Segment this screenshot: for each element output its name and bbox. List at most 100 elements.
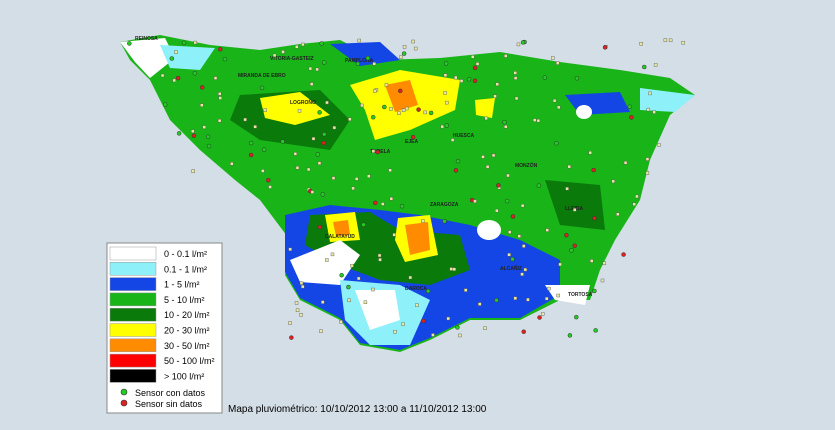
sensor [442,219,447,224]
sensor [668,38,673,43]
sensor [365,55,371,61]
sensor [567,164,571,169]
sensor [504,54,508,58]
sensor [288,247,292,252]
sensor [360,103,364,108]
sensor [567,333,573,338]
sensor [591,167,596,173]
place-label: ALCAÑIZ [500,265,522,272]
sensor [371,149,376,153]
sensor [263,108,267,112]
sensor [428,110,434,116]
legend-sensor-icon [120,388,128,396]
sensor [627,104,633,109]
sensor [653,63,658,67]
sensor [370,114,376,120]
sensor [648,91,652,96]
sensor [413,46,418,51]
sensor [541,312,545,316]
sensor [217,118,222,123]
sensor [495,208,499,213]
sensor [646,107,651,112]
place-label: VITORIA-GASTEIZ [270,56,314,62]
sensor [415,303,419,307]
legend-swatch [109,246,157,261]
sensor [508,230,512,234]
sensor [402,45,407,49]
sensor [552,98,557,103]
sensor [266,177,271,183]
sensor [200,103,204,107]
sensor [440,124,444,129]
sensor [473,199,477,204]
place-label: HUESCA [453,133,475,139]
legend-label: 10 - 20 l/m² [164,310,210,320]
sensor [373,200,378,206]
sensor [281,50,285,54]
sensor [330,252,335,257]
legend-sensor-icon [120,399,128,407]
sensor [639,42,643,46]
sensor [459,79,464,83]
legend-label: 0.1 - 1 l/m² [164,264,207,274]
sensor [475,62,480,66]
sensor [506,173,510,178]
sensor [169,56,175,61]
sensor [213,76,218,80]
sensor [574,314,579,320]
sensor [317,224,323,230]
sensor [555,61,560,65]
sensor [295,45,299,49]
sensor [425,288,431,294]
sensor [558,262,562,267]
sensor [491,153,496,158]
sensor [478,302,482,306]
sensor [404,106,409,111]
sensor [248,140,254,146]
sensor [191,169,195,173]
place-label: MONZÓN [515,161,538,169]
sensor [496,183,501,188]
sensor [350,263,354,268]
sensor [315,152,321,157]
sensor [401,322,405,326]
sensor [315,67,319,72]
sensor [199,85,205,90]
sensor [253,125,257,129]
sensor [372,62,376,66]
sensor [520,203,525,208]
sensor [356,276,361,281]
sensor [299,313,303,317]
sensor [325,258,329,262]
sensor [205,134,211,139]
place-label: ZARAGOZA [430,202,459,208]
sensor [458,333,462,338]
sensor [288,321,292,325]
sensor [351,186,355,191]
sensor [389,107,393,111]
legend-label: 20 - 30 l/m² [164,326,210,336]
sensor [510,214,516,219]
sensor [516,42,521,47]
sensor [381,202,385,206]
sensor [632,202,636,206]
sensor [389,196,394,201]
sensor [259,85,265,91]
sensor [309,82,314,86]
sensor [301,284,305,289]
legend-label: 0 - 0.1 l/m² [164,249,207,259]
sensor [554,141,559,146]
sensor [354,177,359,181]
sensor [319,329,323,333]
sensor [319,41,324,46]
sensor [261,169,265,173]
sensor [280,139,285,144]
sensor [321,60,327,65]
sensor [493,94,497,98]
caption: Mapa pluviométrico: 10/10/2012 13:00 a 1… [228,404,487,415]
sensor [445,100,449,105]
sensor [514,96,519,101]
sensor [663,38,668,42]
sensor [320,192,325,197]
